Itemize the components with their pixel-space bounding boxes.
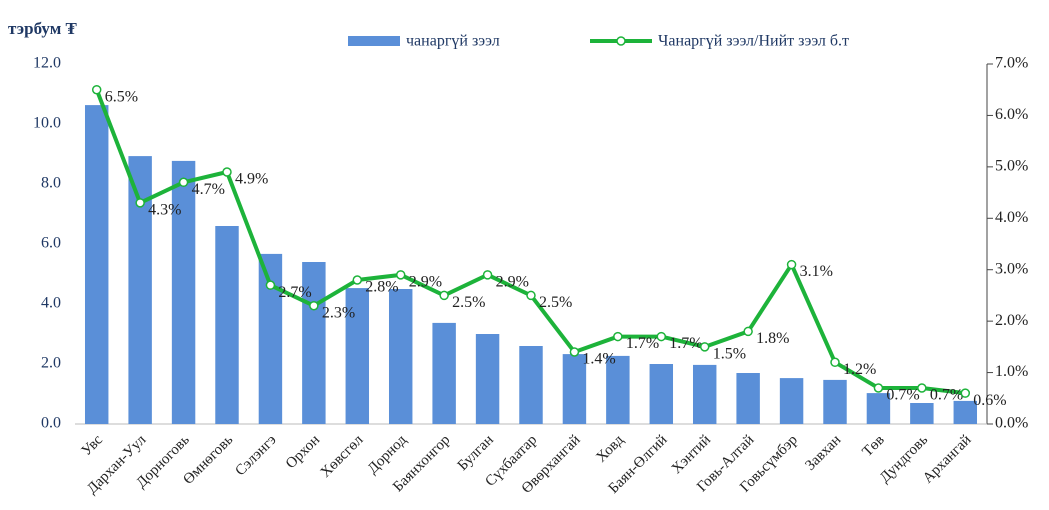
line-marker <box>569 347 580 357</box>
data-label: 2.7% <box>278 284 311 301</box>
y-unit-label: тэрбум ₮ <box>8 19 78 38</box>
y2-tick-label: 3.0% <box>995 260 1028 277</box>
y2-tick-label: 5.0% <box>995 158 1028 175</box>
data-label: 1.7% <box>669 335 702 352</box>
line-marker <box>526 290 536 301</box>
bar <box>649 364 674 424</box>
line-marker <box>786 259 797 270</box>
data-label: 1.4% <box>582 351 615 368</box>
line-marker <box>830 357 840 368</box>
x-tick-label: Сэлэнгэ <box>232 432 279 479</box>
data-label: 1.8% <box>756 330 789 347</box>
y2-tick-label: 1.0% <box>995 363 1028 380</box>
bar <box>953 400 978 424</box>
data-label: 2.9% <box>496 274 529 291</box>
bar <box>128 156 152 424</box>
bar <box>562 354 587 424</box>
line-marker <box>960 388 971 398</box>
bar <box>432 322 456 424</box>
line-marker <box>699 342 710 352</box>
line-marker <box>222 167 232 177</box>
data-label: 1.7% <box>626 335 659 352</box>
line-marker <box>395 270 406 280</box>
bar <box>910 403 934 424</box>
bar <box>171 160 196 424</box>
x-tick-label: Увс <box>79 432 107 460</box>
legend-swatch <box>348 36 400 46</box>
y2-tick-label: 4.0% <box>995 209 1028 226</box>
line-marker <box>439 290 449 301</box>
data-label: 2.8% <box>365 279 398 296</box>
x-tick-label: Ховд <box>593 432 627 466</box>
legend-label: чанаргүй зээл <box>406 33 500 50</box>
data-label: 1.2% <box>843 361 876 378</box>
bar <box>692 364 717 424</box>
x-tick-label: Хөвсгөл <box>318 432 367 481</box>
data-label: 2.3% <box>322 304 355 321</box>
y-tick-label: 4.0 <box>41 295 61 312</box>
bar <box>215 226 239 424</box>
line-marker <box>352 275 363 285</box>
bar <box>258 253 283 424</box>
bar <box>345 288 370 424</box>
line-marker <box>873 383 884 393</box>
bar <box>84 105 109 424</box>
x-tick-label: Архангай <box>920 432 975 487</box>
bar <box>866 393 891 424</box>
legend-marker <box>616 36 626 46</box>
data-label: 2.9% <box>409 274 442 291</box>
x-tick-label: Завхан <box>802 432 844 474</box>
data-label: 6.5% <box>105 88 138 105</box>
y-tick-label: 10.0 <box>33 115 61 132</box>
line-marker <box>656 331 667 342</box>
data-label: 4.7% <box>192 181 225 198</box>
y2-tick-label: 7.0% <box>995 55 1028 72</box>
line-marker <box>91 84 102 95</box>
data-label: 2.5% <box>452 294 485 311</box>
y-tick-label: 2.0 <box>41 355 61 372</box>
data-label: 0.7% <box>886 387 919 404</box>
y-tick-label: 12.0 <box>33 55 61 72</box>
bar <box>475 334 500 424</box>
line-marker <box>309 300 319 311</box>
y-tick-label: 0.0 <box>41 415 61 432</box>
y2-tick-label: 0.0% <box>995 415 1028 432</box>
bar <box>388 289 413 424</box>
line-marker <box>613 331 623 342</box>
bar <box>519 346 543 424</box>
y2-tick-label: 6.0% <box>995 106 1028 123</box>
line-marker <box>743 326 753 337</box>
legend-label: Чанаргүй зээл/Нийт зээл б.т <box>658 33 849 50</box>
data-label: 4.9% <box>235 171 268 188</box>
line-marker <box>135 198 145 208</box>
y-tick-label: 8.0 <box>41 175 61 192</box>
x-tick-label: Булган <box>455 432 497 474</box>
data-label: 4.3% <box>148 202 181 219</box>
line-marker <box>482 270 493 280</box>
bar <box>736 373 760 424</box>
y-tick-label: 6.0 <box>41 235 61 252</box>
x-tick-label: Орхон <box>283 432 323 472</box>
data-label: 0.6% <box>973 392 1006 409</box>
y2-tick-label: 2.0% <box>995 312 1028 329</box>
bar <box>823 379 847 424</box>
bar <box>606 355 630 424</box>
line-marker <box>178 177 189 188</box>
x-tick-label: Төв <box>860 432 888 460</box>
data-label: 3.1% <box>800 263 833 280</box>
data-label: 2.5% <box>539 294 572 311</box>
line-marker <box>917 383 927 393</box>
line-marker <box>265 280 276 290</box>
data-label: 1.5% <box>713 346 746 363</box>
data-label: 0.7% <box>930 387 963 404</box>
bar <box>779 378 804 424</box>
